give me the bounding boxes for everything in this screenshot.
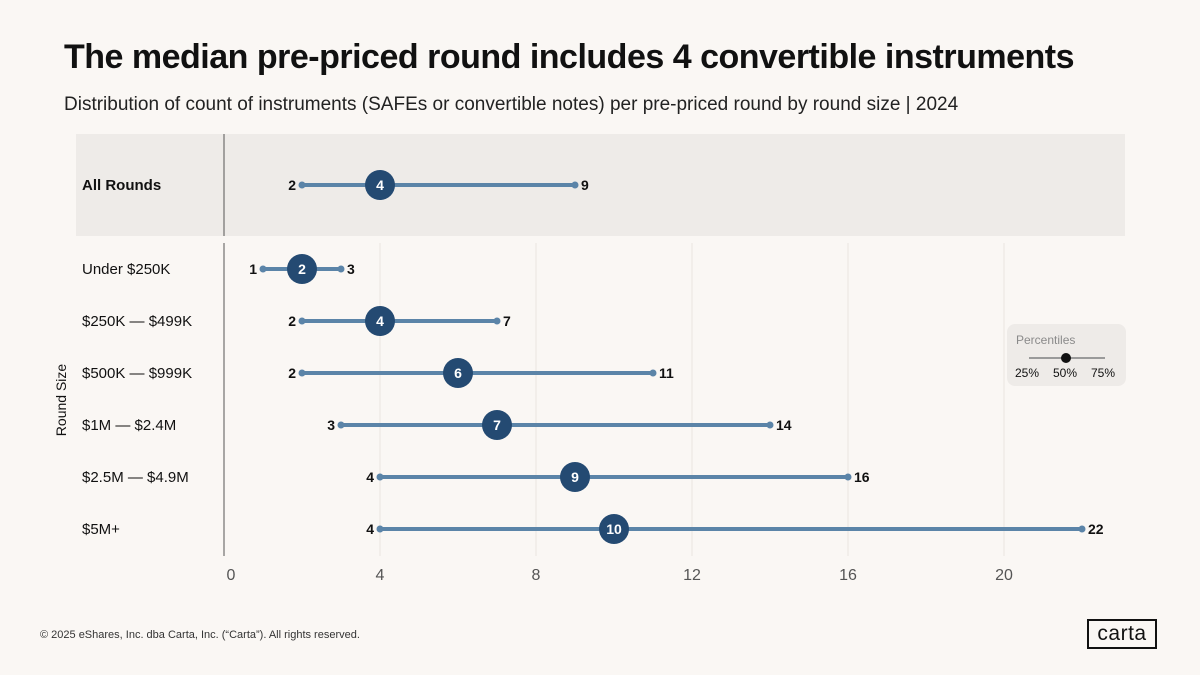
row-label: $500K — $999K [82, 365, 192, 382]
p25-dot [337, 421, 345, 429]
p25-dot [259, 265, 267, 273]
legend-label-25: 25% [1015, 366, 1040, 380]
percentiles-legend: Percentiles 25% 50% 75% [1007, 324, 1126, 386]
p75-label: 9 [581, 177, 589, 193]
legend-median-dot [1061, 353, 1071, 363]
p25-label: 2 [288, 365, 296, 381]
median-dot [287, 254, 317, 284]
row-0: All Rounds 2 9 4 [82, 170, 589, 200]
p75-dot [649, 369, 657, 377]
median-label: 4 [376, 177, 384, 193]
p25-dot [298, 317, 306, 325]
y-axis-title: Round Size [53, 364, 69, 437]
median-label: 6 [454, 365, 462, 381]
x-tick-label-20: 20 [995, 567, 1013, 584]
median-dot [365, 306, 395, 336]
median-dot [482, 410, 512, 440]
p75-label: 22 [1088, 521, 1104, 537]
legend-label-50: 50% [1053, 366, 1078, 380]
row-1: Under $250K 1 3 2 [82, 254, 355, 284]
row-label: $250K — $499K [82, 313, 192, 330]
p25-label: 2 [288, 177, 296, 193]
median-dot [365, 170, 395, 200]
all-rounds-band [76, 134, 1125, 236]
legend-title: Percentiles [1016, 333, 1076, 347]
p25-label: 2 [288, 313, 296, 329]
median-label: 9 [571, 469, 579, 485]
p75-dot [337, 265, 345, 273]
p75-label: 16 [854, 469, 870, 485]
row-3: $500K — $999K 2 11 6 [82, 358, 674, 388]
row-label: All Rounds [82, 177, 161, 194]
row-4: $1M — $2.4M 3 14 7 [82, 410, 792, 440]
row-6: $5M+ 4 22 10 [82, 514, 1104, 544]
median-dot [443, 358, 473, 388]
p25-dot [298, 181, 306, 189]
median-label: 7 [493, 417, 501, 433]
p75-dot [844, 473, 852, 481]
p25-dot [298, 369, 306, 377]
p75-label: 3 [347, 261, 355, 277]
median-dot [560, 462, 590, 492]
carta-logo: carta [1087, 619, 1157, 649]
chart-subtitle: Distribution of count of instruments (SA… [64, 94, 959, 115]
p75-dot [1078, 525, 1086, 533]
p75-label: 11 [659, 365, 674, 381]
legend-label-75: 75% [1091, 366, 1116, 380]
row-label: $2.5M — $4.9M [82, 469, 189, 486]
row-label: $1M — $2.4M [82, 417, 176, 434]
x-tick-label-16: 16 [839, 567, 857, 584]
x-tick-label-0: 0 [227, 567, 236, 584]
p75-dot [766, 421, 774, 429]
p75-label: 7 [503, 313, 511, 329]
x-tick-label-12: 12 [683, 567, 701, 584]
x-tick-label-8: 8 [532, 567, 541, 584]
p75-dot [493, 317, 501, 325]
row-2: $250K — $499K 2 7 4 [82, 306, 511, 336]
row-label: $5M+ [82, 521, 120, 538]
median-dot [599, 514, 629, 544]
p25-label: 3 [327, 417, 335, 433]
p25-label: 1 [249, 261, 257, 277]
p75-label: 14 [776, 417, 792, 433]
median-label: 4 [376, 313, 384, 329]
p25-dot [376, 473, 384, 481]
row-label: Under $250K [82, 261, 170, 278]
x-tick-label-4: 4 [376, 567, 385, 584]
p25-label: 4 [366, 469, 374, 485]
p25-label: 4 [366, 521, 374, 537]
copyright-footer: © 2025 eShares, Inc. dba Carta, Inc. (“C… [40, 629, 360, 641]
median-label: 2 [298, 261, 306, 277]
chart-title: The median pre-priced round includes 4 c… [64, 38, 1074, 76]
p75-dot [571, 181, 579, 189]
p25-dot [376, 525, 384, 533]
row-5: $2.5M — $4.9M 4 16 9 [82, 462, 870, 492]
median-label: 10 [606, 521, 622, 537]
